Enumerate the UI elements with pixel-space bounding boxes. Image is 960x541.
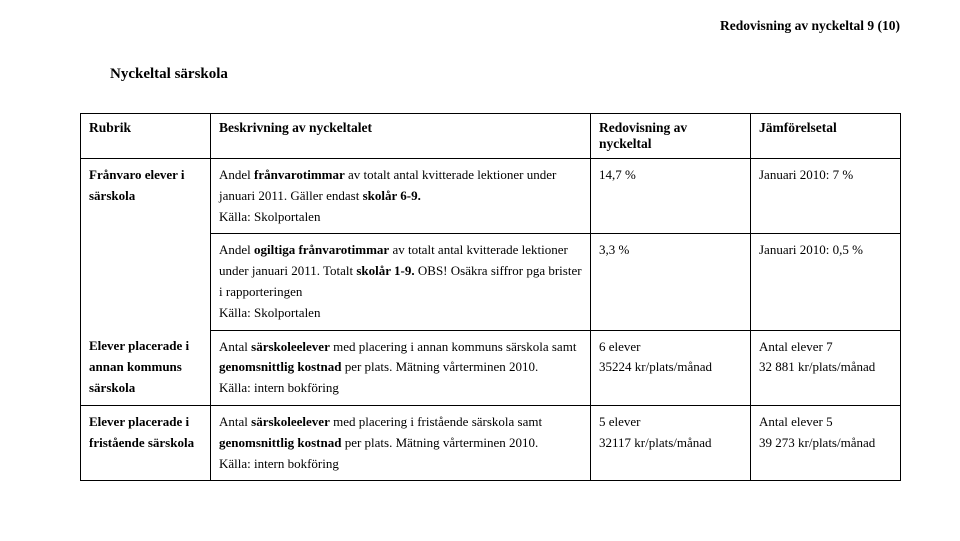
- section-title: Nyckeltal särskola: [110, 66, 910, 83]
- redov-cell: 5 elever 32117 kr/plats/månad: [591, 405, 751, 480]
- redov-cell: 3,3 %: [591, 234, 751, 330]
- col-rubrik: Rubrik: [81, 114, 211, 159]
- redov-line: 35224 kr/plats/månad: [599, 359, 712, 374]
- page-header: Redovisning av nyckeltal 9 (10): [720, 18, 900, 34]
- desc-cell: Andel frånvarotimmar av totalt antal kvi…: [211, 159, 591, 234]
- col-jamforelse: Jämförelsetal: [751, 114, 901, 159]
- data-table: Rubrik Beskrivning av nyckeltalet Redovi…: [80, 113, 901, 481]
- desc-bold: särskoleelever: [251, 339, 330, 354]
- desc-cell: Antal särskoleelever med placering i ann…: [211, 330, 591, 405]
- desc-cell: Andel ogiltiga frånvarotimmar av totalt …: [211, 234, 591, 330]
- redov-line: 32117 kr/plats/månad: [599, 435, 712, 450]
- table-row: Elever placerade i annan kommuns särskol…: [81, 330, 901, 405]
- table-row: Andel ogiltiga frånvarotimmar av totalt …: [81, 234, 901, 330]
- desc-text: per plats. Mätning vårterminen 2010.: [341, 435, 538, 450]
- redov-cell: 14,7 %: [591, 159, 751, 234]
- jmf-cell: Antal elever 5 39 273 kr/plats/månad: [751, 405, 901, 480]
- source-text: Källa: Skolportalen: [219, 305, 320, 320]
- table-header-row: Rubrik Beskrivning av nyckeltalet Redovi…: [81, 114, 901, 159]
- desc-text: Andel: [219, 242, 254, 257]
- redov-cell: 6 elever 35224 kr/plats/månad: [591, 330, 751, 405]
- redov-line: 5 elever: [599, 414, 641, 429]
- jmf-line: 32 881 kr/plats/månad: [759, 359, 875, 374]
- desc-text: Antal: [219, 414, 251, 429]
- desc-bold: genomsnittlig kostnad: [219, 435, 341, 450]
- desc-text: med placering i fristående särskola samt: [330, 414, 542, 429]
- source-text: Källa: intern bokföring: [219, 456, 339, 471]
- desc-text: Antal: [219, 339, 251, 354]
- jmf-cell: Januari 2010: 0,5 %: [751, 234, 901, 330]
- rubrik-cell: [81, 234, 211, 330]
- desc-cell: Antal särskoleelever med placering i fri…: [211, 405, 591, 480]
- desc-text: per plats. Mätning vårterminen 2010.: [341, 359, 538, 374]
- jmf-line: Antal elever 7: [759, 339, 833, 354]
- desc-bold: skolår 6-9.: [363, 188, 421, 203]
- rubrik-cell: Elever placerade i annan kommuns särskol…: [81, 330, 211, 405]
- table-row: Frånvaro elever i särskola Andel frånvar…: [81, 159, 901, 234]
- desc-bold: särskoleelever: [251, 414, 330, 429]
- desc-text: Andel: [219, 167, 254, 182]
- rubrik-cell: Elever placerade i fristående särskola: [81, 405, 211, 480]
- desc-text: med placering i annan kommuns särskola s…: [330, 339, 577, 354]
- col-redovisning: Redovisning av nyckeltal: [591, 114, 751, 159]
- col-beskrivning: Beskrivning av nyckeltalet: [211, 114, 591, 159]
- source-text: Källa: intern bokföring: [219, 380, 339, 395]
- desc-bold: genomsnittlig kostnad: [219, 359, 341, 374]
- source-text: Källa: Skolportalen: [219, 209, 320, 224]
- desc-bold: skolår 1-9.: [356, 263, 414, 278]
- document-page: Redovisning av nyckeltal 9 (10) Nyckelta…: [0, 0, 960, 541]
- redov-line: 6 elever: [599, 339, 641, 354]
- desc-bold: ogiltiga frånvarotimmar: [254, 242, 389, 257]
- table-row: Elever placerade i fristående särskola A…: [81, 405, 901, 480]
- jmf-line: Antal elever 5: [759, 414, 833, 429]
- jmf-cell: Januari 2010: 7 %: [751, 159, 901, 234]
- jmf-cell: Antal elever 7 32 881 kr/plats/månad: [751, 330, 901, 405]
- rubrik-cell: Frånvaro elever i särskola: [81, 159, 211, 234]
- jmf-line: 39 273 kr/plats/månad: [759, 435, 875, 450]
- desc-bold: frånvarotimmar: [254, 167, 345, 182]
